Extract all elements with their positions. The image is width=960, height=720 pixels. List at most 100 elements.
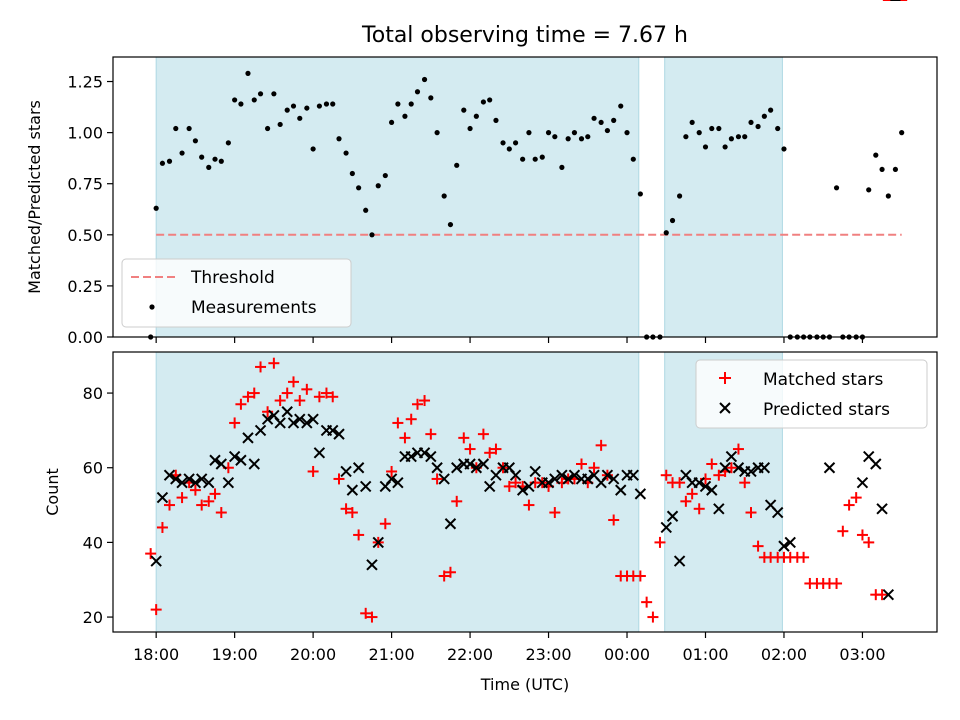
measurement-point (310, 146, 316, 152)
predicted-star-point (771, 506, 784, 519)
matched-star-point (752, 540, 764, 552)
measurement-point (526, 130, 532, 136)
x-tick-label: 20:00 (290, 645, 336, 664)
measurement-point (571, 130, 578, 136)
predicted-star-point (274, 417, 286, 429)
legend-measurements-label: Measurements (191, 298, 317, 318)
matched-star-point (725, 462, 737, 474)
measurement-point (375, 183, 381, 189)
measurement-point (277, 121, 283, 128)
measurement-point (166, 158, 173, 164)
measurement-point (356, 185, 362, 191)
predicted-star-point (464, 458, 476, 470)
measurement-point (702, 144, 709, 150)
matched-star-point (229, 417, 241, 429)
bottom-y-tick-label: 80 (83, 384, 103, 403)
measurement-point (506, 146, 512, 152)
predicted-star-point (523, 480, 535, 493)
matched-star-point (503, 480, 515, 492)
predicted-star-point (666, 510, 679, 522)
measurement-point (892, 166, 899, 173)
predicted-star-point (568, 469, 581, 481)
measurement-point (316, 103, 322, 109)
predicted-star-point (340, 465, 352, 478)
predicted-star-point (431, 462, 443, 474)
predicted-star-point (248, 458, 260, 470)
measurement-point (761, 113, 767, 119)
matched-star-point (451, 495, 463, 507)
measurement-point (480, 99, 487, 105)
measurement-point (336, 136, 342, 142)
predicted-star-point (195, 473, 208, 485)
bottom-y-ticks: 20 40 60 80 (83, 384, 113, 627)
predicted-star-point (215, 458, 228, 470)
measurement-point (349, 170, 355, 177)
matched-star-point (360, 607, 372, 619)
matched-star-point (647, 611, 659, 623)
predicted-star-point (203, 476, 215, 489)
matched-star-point (203, 495, 215, 507)
predicted-star-point (307, 413, 319, 425)
measurement-point (598, 119, 604, 126)
predicted-star-point (156, 491, 169, 504)
x-tick-label: 23:00 (525, 645, 571, 664)
matched-star-point (189, 484, 201, 496)
predicted-star-point (758, 462, 771, 474)
predicted-star-point (189, 476, 202, 489)
predicted-star-point (372, 536, 384, 549)
legend-matched-swatch (719, 372, 731, 384)
predicted-star-point (823, 462, 836, 474)
measurement-point (669, 217, 676, 224)
measurement-point (297, 115, 303, 121)
matched-star-point (287, 376, 299, 388)
predicted-star-point (483, 480, 496, 493)
measurement-point (206, 164, 212, 170)
matched-star-point (458, 432, 470, 444)
measurement-point (696, 130, 702, 136)
x-tick-label: 02:00 (761, 645, 807, 664)
measurement-point (709, 125, 715, 132)
matched-star-point (484, 447, 496, 459)
predicted-star-point (235, 454, 247, 466)
measurement-point (552, 134, 558, 140)
predicted-star-point (176, 476, 188, 489)
matched-star-point (215, 507, 227, 519)
measurement-point (304, 105, 310, 111)
predicted-star-point (784, 536, 796, 549)
matched-star-point (739, 477, 751, 489)
x-tick-label: 21:00 (369, 645, 415, 664)
x-tick-label: 00:00 (604, 645, 650, 664)
matched-star-point (209, 488, 221, 500)
measurement-point (873, 152, 879, 158)
x-tick-label: 01:00 (682, 645, 728, 664)
matched-star-point (523, 499, 535, 511)
matched-star-point (176, 492, 188, 504)
matched-star-point (164, 499, 176, 511)
measurement-point (290, 103, 297, 109)
matched-star-point (274, 395, 286, 407)
matched-star-point (549, 507, 561, 519)
matched-star-point (255, 361, 267, 373)
measurement-point (421, 76, 428, 83)
predicted-star-point (294, 413, 306, 425)
predicted-star-point (719, 462, 731, 474)
measurement-point (585, 134, 591, 140)
predicted-star-point (425, 450, 437, 463)
legend-measurements-swatch (149, 304, 155, 310)
top-y-axis-label: Matched/Predicted stars (25, 100, 44, 294)
top-y-tick-label: 0.50 (67, 226, 103, 245)
measurement-point (179, 150, 185, 156)
predicted-star-point (713, 503, 725, 515)
legend-threshold-label: Threshold (190, 268, 275, 288)
predicted-star-point (405, 450, 417, 463)
measurement-point (447, 221, 454, 228)
measurement-point (284, 107, 290, 113)
matched-star-point (307, 465, 319, 477)
measurement-point (578, 136, 585, 142)
matched-star-point (713, 469, 725, 481)
measurement-point (408, 101, 414, 107)
measurement-point (624, 130, 630, 136)
legend-matched-label: Matched stars (763, 370, 883, 390)
measurement-point (532, 156, 538, 162)
predicted-star-point (876, 503, 888, 515)
